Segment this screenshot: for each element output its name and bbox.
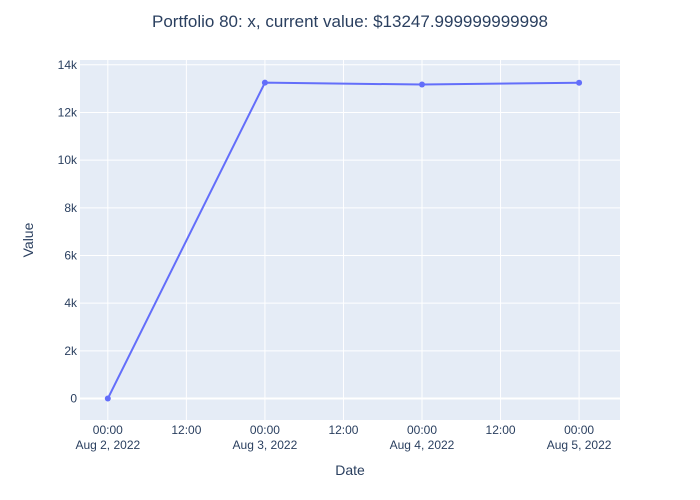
y-tick-label: 10k <box>58 153 78 167</box>
x-tick-label: 00:00 <box>93 423 123 437</box>
y-tick-label: 14k <box>58 58 78 72</box>
data-point[interactable] <box>419 81 425 88</box>
y-axis-ticks: 0 2k 4k 6k 8k 10k 12k 14k <box>58 58 78 406</box>
x-axis-title: Date <box>335 462 365 478</box>
x-tick-label: 00:00 <box>564 423 594 437</box>
y-axis-title: Value <box>20 222 36 257</box>
x-tick-date-label: Aug 2, 2022 <box>75 438 140 452</box>
x-tick-label: 00:00 <box>250 423 280 437</box>
y-tick-label: 4k <box>64 296 78 310</box>
chart-title: Portfolio 80: x, current value: $13247.9… <box>151 12 548 31</box>
y-tick-label: 2k <box>64 344 78 358</box>
x-tick-date-label: Aug 4, 2022 <box>390 438 455 452</box>
data-point[interactable] <box>261 79 268 86</box>
y-tick-label: 6k <box>64 248 78 262</box>
plot-area <box>80 60 620 420</box>
y-tick-label: 12k <box>58 105 78 119</box>
series-layer <box>104 79 583 402</box>
data-point[interactable] <box>104 395 111 402</box>
data-point[interactable] <box>576 79 583 86</box>
x-tick-label: 00:00 <box>407 423 437 437</box>
series-line <box>106 81 580 399</box>
x-tick-date-label: Aug 3, 2022 <box>233 438 298 452</box>
y-tick-label: 8k <box>64 201 78 215</box>
x-tick-label: 12:00 <box>171 423 201 437</box>
x-tick-date-label: Aug 5, 2022 <box>547 438 612 452</box>
x-tick-label: 12:00 <box>486 423 516 437</box>
x-tick-label: 12:00 <box>328 423 358 437</box>
y-tick-label: 0 <box>70 392 77 406</box>
